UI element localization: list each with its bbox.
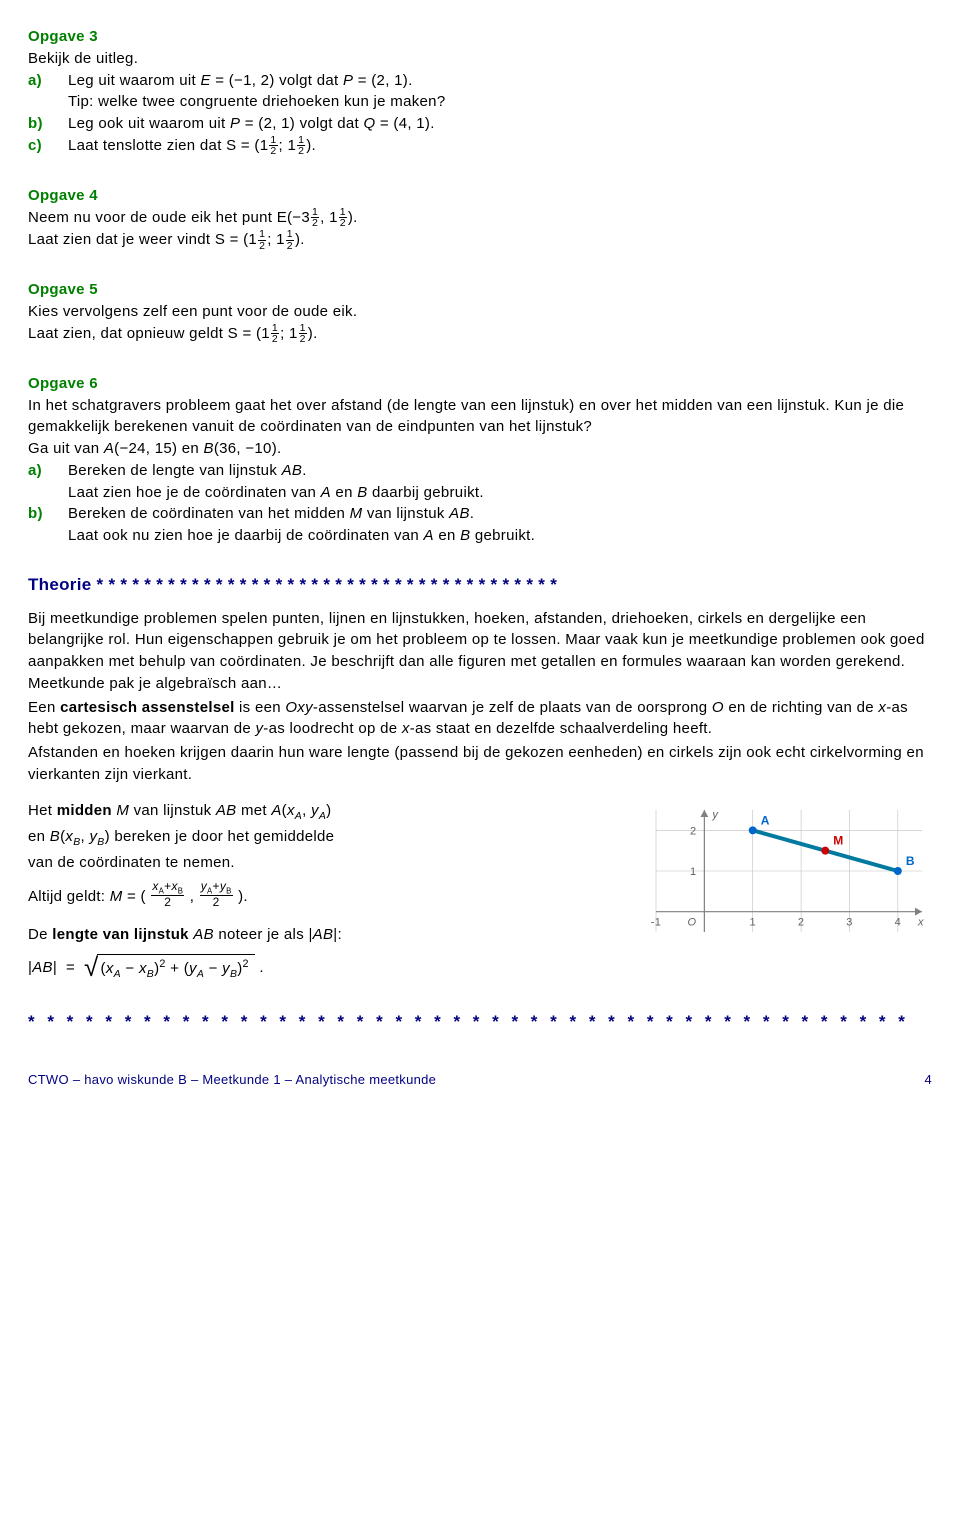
opgave3-item-c: c) Laat tenslotte zien dat S = (112; 112… xyxy=(28,135,932,157)
opgave4-title: Opgave 4 xyxy=(28,185,932,207)
fraction-half: 12 xyxy=(271,323,279,345)
c-suffix: ). xyxy=(306,137,316,154)
theorie-p1: Bij meetkundige problemen spelen punten,… xyxy=(28,608,932,695)
opgave6-item-b: b) Bereken de coördinaten van het midden… xyxy=(28,503,932,547)
footer-left: CTWO – havo wiskunde B – Meetkunde 1 – A… xyxy=(28,1071,436,1090)
svg-text:2: 2 xyxy=(798,916,804,928)
item-label-b: b) xyxy=(28,503,68,547)
svg-text:3: 3 xyxy=(846,916,852,928)
opgave3-item-b: b) Leg ook uit waarom uit P = (2, 1) vol… xyxy=(28,113,932,135)
item-label-a: a) xyxy=(28,70,68,114)
svg-text:-1: -1 xyxy=(651,916,661,928)
fraction-xa-xb: xA+xB2 xyxy=(151,880,184,908)
fraction-half: 12 xyxy=(269,135,277,157)
stars-separator: * * * * * * * * * * * * * * * * * * * * … xyxy=(28,1010,932,1035)
fraction-half: 12 xyxy=(286,229,294,251)
page-footer: CTWO – havo wiskunde B – Meetkunde 1 – A… xyxy=(28,1071,932,1090)
opgave6-item-a: a) Bereken de lengte van lijnstuk AB. La… xyxy=(28,460,932,504)
opgave3-c-text: Laat tenslotte zien dat S = (112; 112). xyxy=(68,135,932,157)
sqrt-expression: √ (xA − xB)2 + (yA − yB)2 xyxy=(84,954,255,982)
theorie-p2: Een cartesisch assenstelsel is een Oxy-a… xyxy=(28,697,932,741)
svg-text:M: M xyxy=(833,833,843,847)
theorie-p3: Afstanden en hoeken krijgen daarin hun w… xyxy=(28,742,932,786)
opgave5-line1: Kies vervolgens zelf een punt voor de ou… xyxy=(28,301,932,323)
fraction-ya-yb: yA+yB2 xyxy=(200,880,233,908)
theorie-heading: Theorie * * * * * * * * * * * * * * * * … xyxy=(28,573,932,598)
opgave6-b-line1: Bereken de coördinaten van het midden M … xyxy=(68,503,932,525)
opgave6-b-line2: Laat ook nu zien hoe je daarbij de coörd… xyxy=(68,525,932,547)
opgave3-a-line2: Tip: welke twee congruente driehoeken ku… xyxy=(68,91,932,113)
opgave3-b-text: Leg ook uit waarom uit P = (2, 1) volgt … xyxy=(68,113,932,135)
opgave3-a-line1: Leg uit waarom uit E = (−1, 2) volgt dat… xyxy=(68,70,932,92)
c-prefix: Laat tenslotte zien dat S = (1 xyxy=(68,137,268,154)
svg-text:1: 1 xyxy=(690,866,696,878)
fraction-half: 12 xyxy=(297,135,305,157)
svg-text:O: O xyxy=(688,916,697,928)
svg-text:2: 2 xyxy=(690,825,696,837)
svg-text:y: y xyxy=(711,809,719,821)
fraction-half: 12 xyxy=(311,207,319,229)
fraction-half: 12 xyxy=(339,207,347,229)
item-label-c: c) xyxy=(28,135,68,157)
opgave3-item-a: a) Leg uit waarom uit E = (−1, 2) volgt … xyxy=(28,70,932,114)
svg-text:B: B xyxy=(906,854,915,868)
fraction-half: 12 xyxy=(299,323,307,345)
opgave5-title: Opgave 5 xyxy=(28,279,932,301)
opgave6-intro2: Ga uit van A(−24, 15) en B(36, −10). xyxy=(28,438,932,460)
item-label-a: a) xyxy=(28,460,68,504)
c-mid: ; 1 xyxy=(279,137,297,154)
opgave4-line1: Neem nu voor de oude eik het punt E(−312… xyxy=(28,207,932,229)
chart-svg: -1 1 2 3 4 1 2 Ox y A M B xyxy=(632,802,932,952)
svg-text:x: x xyxy=(917,916,924,928)
fraction-half: 12 xyxy=(258,229,266,251)
opgave6-a-line2: Laat zien hoe je de coördinaten van A en… xyxy=(68,482,932,504)
opgave6-title: Opgave 6 xyxy=(28,373,932,395)
opgave3-intro: Bekijk de uitleg. xyxy=(28,48,932,70)
opgave5-line2: Laat zien, dat opnieuw geldt S = (112; 1… xyxy=(28,323,932,345)
svg-text:A: A xyxy=(761,813,770,827)
svg-text:1: 1 xyxy=(750,916,756,928)
footer-page-number: 4 xyxy=(924,1071,932,1090)
opgave4-line2: Laat zien dat je weer vindt S = (112; 11… xyxy=(28,229,932,251)
opgave6-a-line1: Bereken de lengte van lijnstuk AB. xyxy=(68,460,932,482)
item-label-b: b) xyxy=(28,113,68,135)
midpoint-chart: -1 1 2 3 4 1 2 Ox y A M B xyxy=(632,802,932,959)
opgave3-title: Opgave 3 xyxy=(28,26,932,48)
opgave6-intro1: In het schatgravers probleem gaat het ov… xyxy=(28,395,932,439)
svg-text:4: 4 xyxy=(895,916,901,928)
